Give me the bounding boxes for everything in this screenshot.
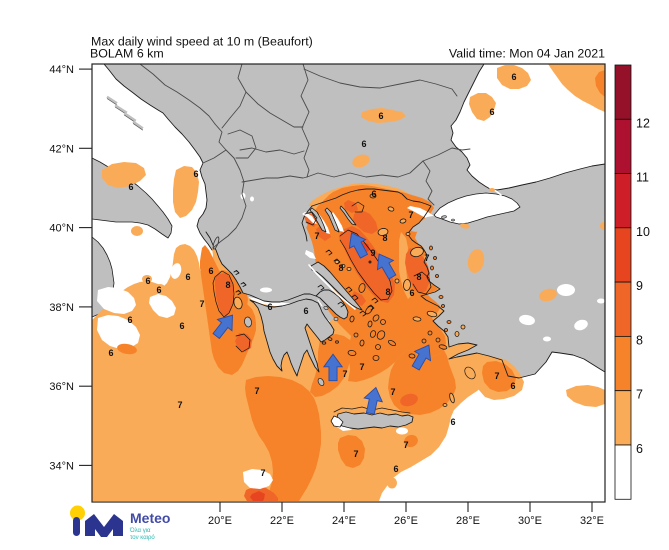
svg-text:24°E: 24°E: [332, 515, 356, 527]
svg-text:8: 8: [385, 287, 390, 297]
svg-text:Valid time: Mon 04 Jan 2021: Valid time: Mon 04 Jan 2021: [449, 47, 605, 61]
svg-text:Όλα για: Όλα για: [129, 528, 151, 534]
svg-text:6: 6: [127, 315, 132, 325]
svg-text:6: 6: [145, 276, 150, 286]
svg-text:7: 7: [403, 440, 408, 450]
svg-text:6: 6: [193, 169, 198, 179]
svg-text:6: 6: [378, 111, 383, 121]
svg-text:28°E: 28°E: [456, 515, 480, 527]
svg-text:30°E: 30°E: [518, 515, 542, 527]
svg-text:8: 8: [382, 233, 387, 243]
svg-text:7: 7: [177, 400, 182, 410]
svg-text:7: 7: [424, 253, 429, 263]
svg-text:7: 7: [342, 369, 347, 379]
svg-text:9: 9: [370, 248, 375, 258]
svg-text:6: 6: [128, 182, 133, 192]
svg-text:12: 12: [636, 116, 650, 130]
svg-text:7: 7: [254, 386, 259, 396]
svg-text:44°N: 44°N: [49, 64, 74, 76]
svg-text:8: 8: [636, 333, 643, 347]
svg-text:6: 6: [108, 348, 113, 358]
svg-text:7: 7: [390, 387, 395, 397]
svg-text:8: 8: [225, 280, 230, 290]
svg-text:6: 6: [510, 381, 515, 391]
svg-text:Meteo: Meteo: [130, 510, 170, 526]
svg-text:6: 6: [489, 107, 494, 117]
svg-text:6: 6: [409, 288, 414, 298]
svg-text:10: 10: [636, 225, 650, 239]
svg-text:7: 7: [636, 388, 643, 402]
svg-text:8: 8: [338, 263, 343, 273]
svg-text:32°E: 32°E: [580, 515, 604, 527]
svg-text:9: 9: [636, 279, 643, 293]
svg-text:34°N: 34°N: [49, 460, 74, 472]
svg-text:20°E: 20°E: [208, 515, 232, 527]
svg-text:6: 6: [393, 464, 398, 474]
svg-text:6: 6: [185, 272, 190, 282]
svg-text:42°N: 42°N: [49, 143, 74, 155]
svg-text:11: 11: [636, 171, 649, 185]
svg-text:40°N: 40°N: [49, 223, 74, 235]
svg-text:7: 7: [494, 371, 499, 381]
svg-text:6: 6: [179, 321, 184, 331]
svg-text:6: 6: [361, 139, 366, 149]
svg-text:6: 6: [511, 72, 516, 82]
svg-text:7: 7: [260, 468, 265, 478]
svg-text:7: 7: [353, 449, 358, 459]
svg-text:38°N: 38°N: [49, 302, 74, 314]
svg-text:22°E: 22°E: [270, 515, 294, 527]
svg-text:BOLAM 6 km: BOLAM 6 km: [90, 47, 164, 61]
svg-text:6: 6: [267, 302, 272, 312]
svg-text:6: 6: [636, 442, 643, 456]
svg-text:6: 6: [303, 306, 308, 316]
svg-text:6: 6: [371, 189, 376, 199]
svg-text:26°E: 26°E: [394, 515, 418, 527]
svg-text:6: 6: [156, 285, 161, 295]
svg-text:7: 7: [359, 362, 364, 372]
svg-text:7: 7: [314, 231, 319, 241]
svg-text:7: 7: [199, 299, 204, 309]
svg-text:8: 8: [416, 272, 421, 282]
svg-text:7: 7: [408, 210, 413, 220]
svg-text:6: 6: [450, 417, 455, 427]
svg-text:36°N: 36°N: [49, 381, 74, 393]
svg-text:τον καιρό: τον καιρό: [130, 534, 155, 541]
svg-text:Max daily wind speed at 10 m (: Max daily wind speed at 10 m (Beaufort): [91, 35, 313, 49]
svg-text:6: 6: [208, 266, 213, 276]
